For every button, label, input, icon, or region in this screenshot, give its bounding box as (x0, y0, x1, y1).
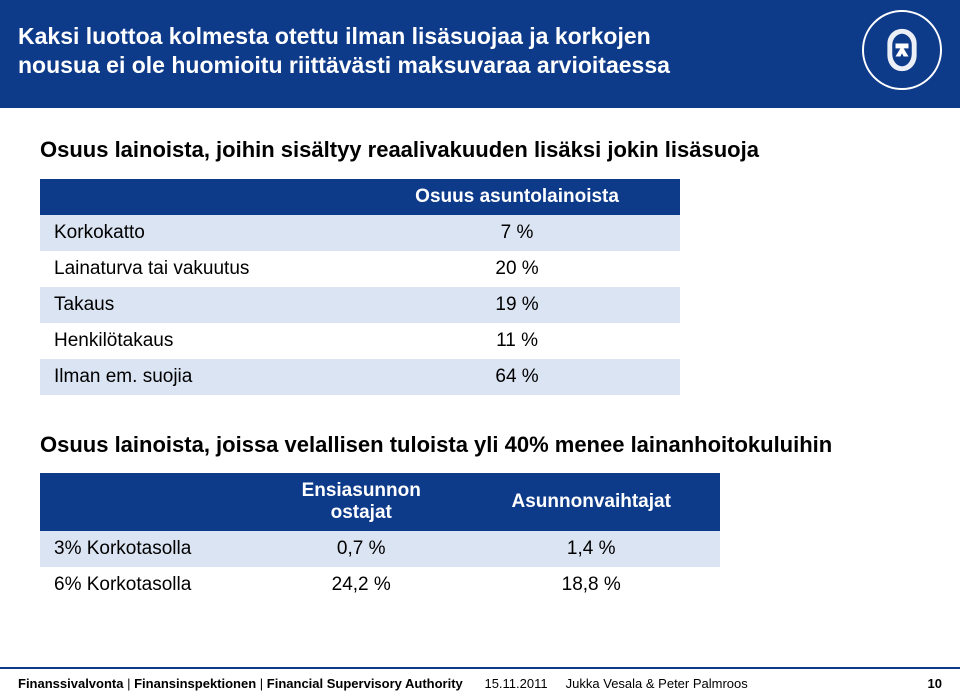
table2-row0-label: 3% Korkotasolla (40, 531, 260, 567)
table2-row1-v1: 24,2 % (260, 567, 462, 603)
table1-row2-value: 19 % (354, 287, 680, 323)
table2-col1-line1: Ensiasunnon (302, 480, 421, 501)
section-1-heading: Osuus lainoista, joihin sisältyy reaaliv… (40, 136, 920, 165)
table1-row1-label: Lainaturva tai vakuutus (40, 251, 354, 287)
footer-right: 10 (928, 676, 942, 691)
table1-row3-value: 11 % (354, 323, 680, 359)
footer-date: 15.11.2011 (484, 676, 547, 691)
slide-body: Osuus lainoista, joihin sisältyy reaaliv… (0, 108, 960, 699)
protection-share-table: Osuus asuntolainoista Korkokatto 7 % Lai… (40, 179, 680, 395)
table1-row0-value: 7 % (354, 215, 680, 251)
title-line-1: Kaksi luottoa kolmesta otettu ilman lisä… (18, 23, 651, 49)
footer-org1: Finanssivalvonta (18, 676, 123, 691)
footer-org2: Finansinspektionen (134, 676, 256, 691)
table-row: 6% Korkotasolla 24,2 % 18,8 % (40, 567, 720, 603)
footer-authors: Jukka Vesala & Peter Palmroos (566, 676, 748, 691)
table2-row1-v2: 18,8 % (462, 567, 720, 603)
table1-row4-value: 64 % (354, 359, 680, 395)
table-row: Ilman em. suojia 64 % (40, 359, 680, 395)
table-row: Korkokatto 7 % (40, 215, 680, 251)
table2-col2-header: Asunnonvaihtajat (462, 473, 720, 531)
table2-empty-header (40, 473, 260, 531)
table2-col1-header: Ensiasunnon ostajat (260, 473, 462, 531)
slide-title: Kaksi luottoa kolmesta otettu ilman lisä… (18, 22, 846, 80)
table-row: Lainaturva tai vakuutus 20 % (40, 251, 680, 287)
lion-emblem-icon (876, 24, 928, 76)
table2-row1-label: 6% Korkotasolla (40, 567, 260, 603)
table2-row0-v1: 0,7 % (260, 531, 462, 567)
footer-org3: Financial Supervisory Authority (267, 676, 463, 691)
footer-sep1: | (123, 676, 134, 691)
table1-empty-header (40, 179, 354, 215)
dsti-share-table: Ensiasunnon ostajat Asunnonvaihtajat 3% … (40, 473, 720, 603)
slide-header: Kaksi luottoa kolmesta otettu ilman lisä… (0, 0, 960, 108)
footer-page: 10 (928, 676, 942, 691)
table1-col-header: Osuus asuntolainoista (354, 179, 680, 215)
table1-row0-label: Korkokatto (40, 215, 354, 251)
footer-sep2: | (256, 676, 267, 691)
slide: Kaksi luottoa kolmesta otettu ilman lisä… (0, 0, 960, 699)
table1-row3-label: Henkilötakaus (40, 323, 354, 359)
footer-left: Finanssivalvonta | Finansinspektionen | … (18, 676, 748, 691)
table2-row0-v2: 1,4 % (462, 531, 720, 567)
table-row: 3% Korkotasolla 0,7 % 1,4 % (40, 531, 720, 567)
slide-footer: Finanssivalvonta | Finansinspektionen | … (0, 667, 960, 699)
table-row: Takaus 19 % (40, 287, 680, 323)
section-2-heading: Osuus lainoista, joissa velallisen tuloi… (40, 431, 920, 460)
table2-col1-line2: ostajat (331, 502, 392, 523)
table1-row4-label: Ilman em. suojia (40, 359, 354, 395)
table1-row1-value: 20 % (354, 251, 680, 287)
table1-row2-label: Takaus (40, 287, 354, 323)
coat-of-arms-logo (862, 10, 942, 90)
title-line-2: nousua ei ole huomioitu riittävästi maks… (18, 52, 670, 78)
table-row: Henkilötakaus 11 % (40, 323, 680, 359)
